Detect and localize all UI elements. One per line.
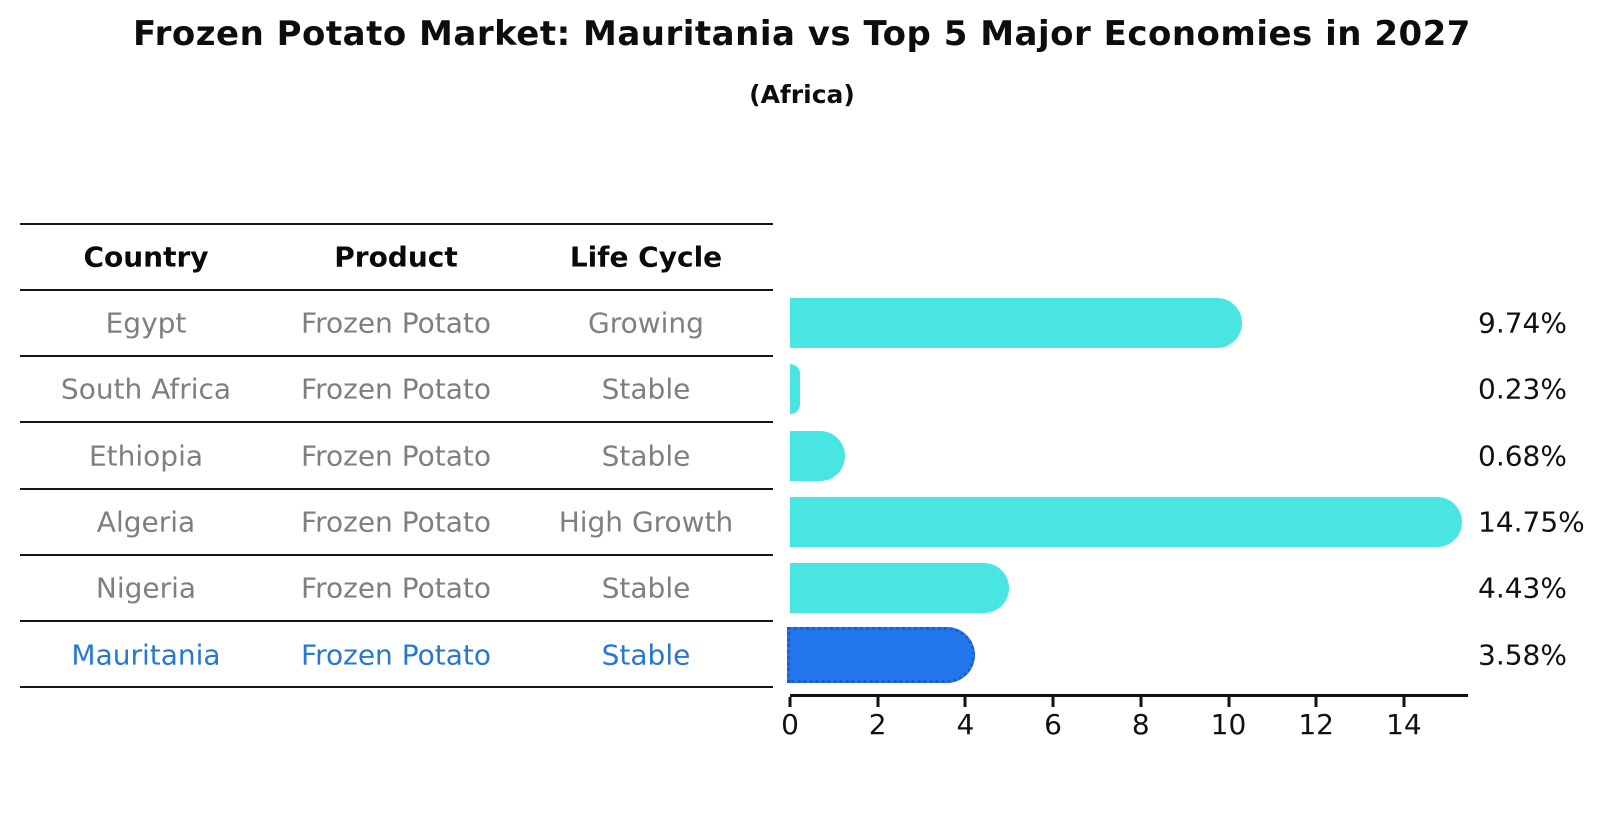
x-axis-tick-label: 2	[868, 708, 887, 741]
table-cell: Algeria	[96, 505, 196, 539]
bar-value-label: 9.74%	[1478, 306, 1567, 340]
table-cell: Frozen Potato	[301, 505, 491, 539]
x-axis	[790, 694, 1468, 697]
x-axis-tick	[1051, 697, 1055, 707]
x-axis-tick-label: 4	[956, 708, 975, 741]
x-axis-tick	[1139, 697, 1143, 707]
x-axis-tick-label: 8	[1131, 708, 1150, 741]
table-cell: Egypt	[105, 306, 187, 340]
table-header-cell: Product	[334, 240, 458, 274]
table-rule	[20, 488, 773, 490]
table-rule	[20, 554, 773, 556]
table-cell: Stable	[601, 439, 691, 473]
table-header-cell: Life Cycle	[569, 240, 723, 274]
x-axis-tick	[1314, 697, 1318, 707]
table-cell: Mauritania	[71, 638, 221, 672]
table-rule	[20, 620, 773, 622]
x-axis-tick	[788, 697, 792, 707]
table-header-cell: Country	[83, 240, 209, 274]
bar-value-label: 0.68%	[1478, 439, 1567, 473]
table-cell: Frozen Potato	[301, 571, 491, 605]
table-cell: Frozen Potato	[301, 439, 491, 473]
table-cell: Growing	[588, 306, 704, 340]
x-axis-tick-label: 12	[1298, 708, 1335, 741]
x-axis-tick	[876, 697, 880, 707]
chart-title: Frozen Potato Market: Mauritania vs Top …	[133, 14, 1471, 54]
table-rule	[20, 686, 773, 688]
bar	[790, 563, 1010, 613]
x-axis-tick-label: 6	[1044, 708, 1063, 741]
table-cell: High Growth	[558, 505, 734, 539]
bar	[790, 364, 801, 414]
bar	[790, 497, 1462, 547]
chart-subtitle: (Africa)	[749, 80, 855, 109]
table-cell: Stable	[601, 571, 691, 605]
table-cell: Ethiopia	[88, 439, 204, 473]
table-cell: Nigeria	[95, 571, 197, 605]
x-axis-tick	[1402, 697, 1406, 707]
table-cell: Frozen Potato	[301, 372, 491, 406]
bar-value-label: 3.58%	[1478, 638, 1567, 672]
table-rule	[20, 223, 773, 225]
x-axis-tick	[963, 697, 967, 707]
x-axis-tick	[1227, 697, 1230, 707]
table-cell: South Africa	[60, 372, 232, 406]
bar	[790, 431, 845, 481]
table-cell: Frozen Potato	[301, 306, 491, 340]
x-axis-tick-label: 10	[1210, 708, 1247, 741]
table-cell: Frozen Potato	[301, 638, 491, 672]
table-cell: Stable	[601, 372, 691, 406]
table-cell: Stable	[601, 638, 691, 672]
bar-value-label: 0.23%	[1478, 372, 1567, 406]
table-rule	[20, 355, 773, 357]
bar	[790, 298, 1243, 348]
bar-value-label: 14.75%	[1478, 505, 1585, 539]
bar-value-label: 4.43%	[1478, 571, 1567, 605]
x-axis-tick-label: 14	[1386, 708, 1422, 741]
highlight-bar	[787, 627, 975, 683]
table-rule	[20, 289, 773, 291]
x-axis-tick-label: 0	[781, 708, 799, 741]
table-rule	[20, 421, 773, 423]
